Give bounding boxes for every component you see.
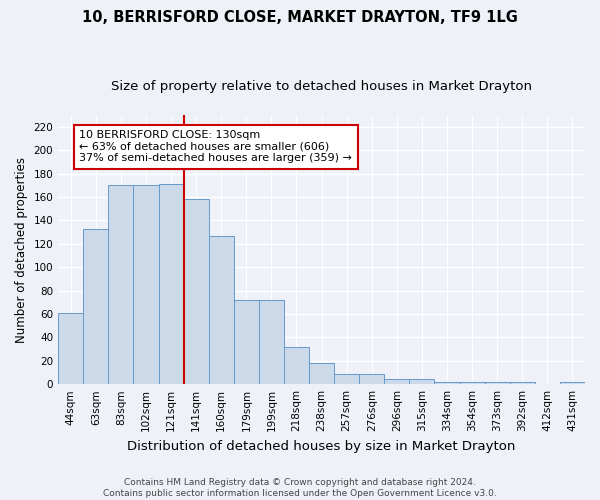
Title: Size of property relative to detached houses in Market Drayton: Size of property relative to detached ho… bbox=[111, 80, 532, 93]
Bar bbox=[259, 300, 284, 384]
Bar bbox=[359, 374, 385, 384]
Bar bbox=[83, 228, 109, 384]
Bar bbox=[334, 374, 359, 384]
Bar bbox=[460, 382, 485, 384]
Bar bbox=[158, 184, 184, 384]
Bar bbox=[409, 380, 434, 384]
Bar bbox=[510, 382, 535, 384]
Bar bbox=[309, 363, 334, 384]
Y-axis label: Number of detached properties: Number of detached properties bbox=[15, 156, 28, 342]
Bar bbox=[485, 382, 510, 384]
Bar bbox=[385, 380, 409, 384]
Text: 10 BERRISFORD CLOSE: 130sqm
← 63% of detached houses are smaller (606)
37% of se: 10 BERRISFORD CLOSE: 130sqm ← 63% of det… bbox=[79, 130, 352, 164]
Bar bbox=[184, 200, 209, 384]
Bar bbox=[209, 236, 234, 384]
Text: Contains HM Land Registry data © Crown copyright and database right 2024.
Contai: Contains HM Land Registry data © Crown c… bbox=[103, 478, 497, 498]
Bar bbox=[133, 185, 158, 384]
X-axis label: Distribution of detached houses by size in Market Drayton: Distribution of detached houses by size … bbox=[127, 440, 516, 452]
Bar bbox=[560, 382, 585, 384]
Text: 10, BERRISFORD CLOSE, MARKET DRAYTON, TF9 1LG: 10, BERRISFORD CLOSE, MARKET DRAYTON, TF… bbox=[82, 10, 518, 25]
Bar bbox=[109, 185, 133, 384]
Bar bbox=[58, 313, 83, 384]
Bar bbox=[234, 300, 259, 384]
Bar bbox=[284, 346, 309, 384]
Bar bbox=[434, 382, 460, 384]
